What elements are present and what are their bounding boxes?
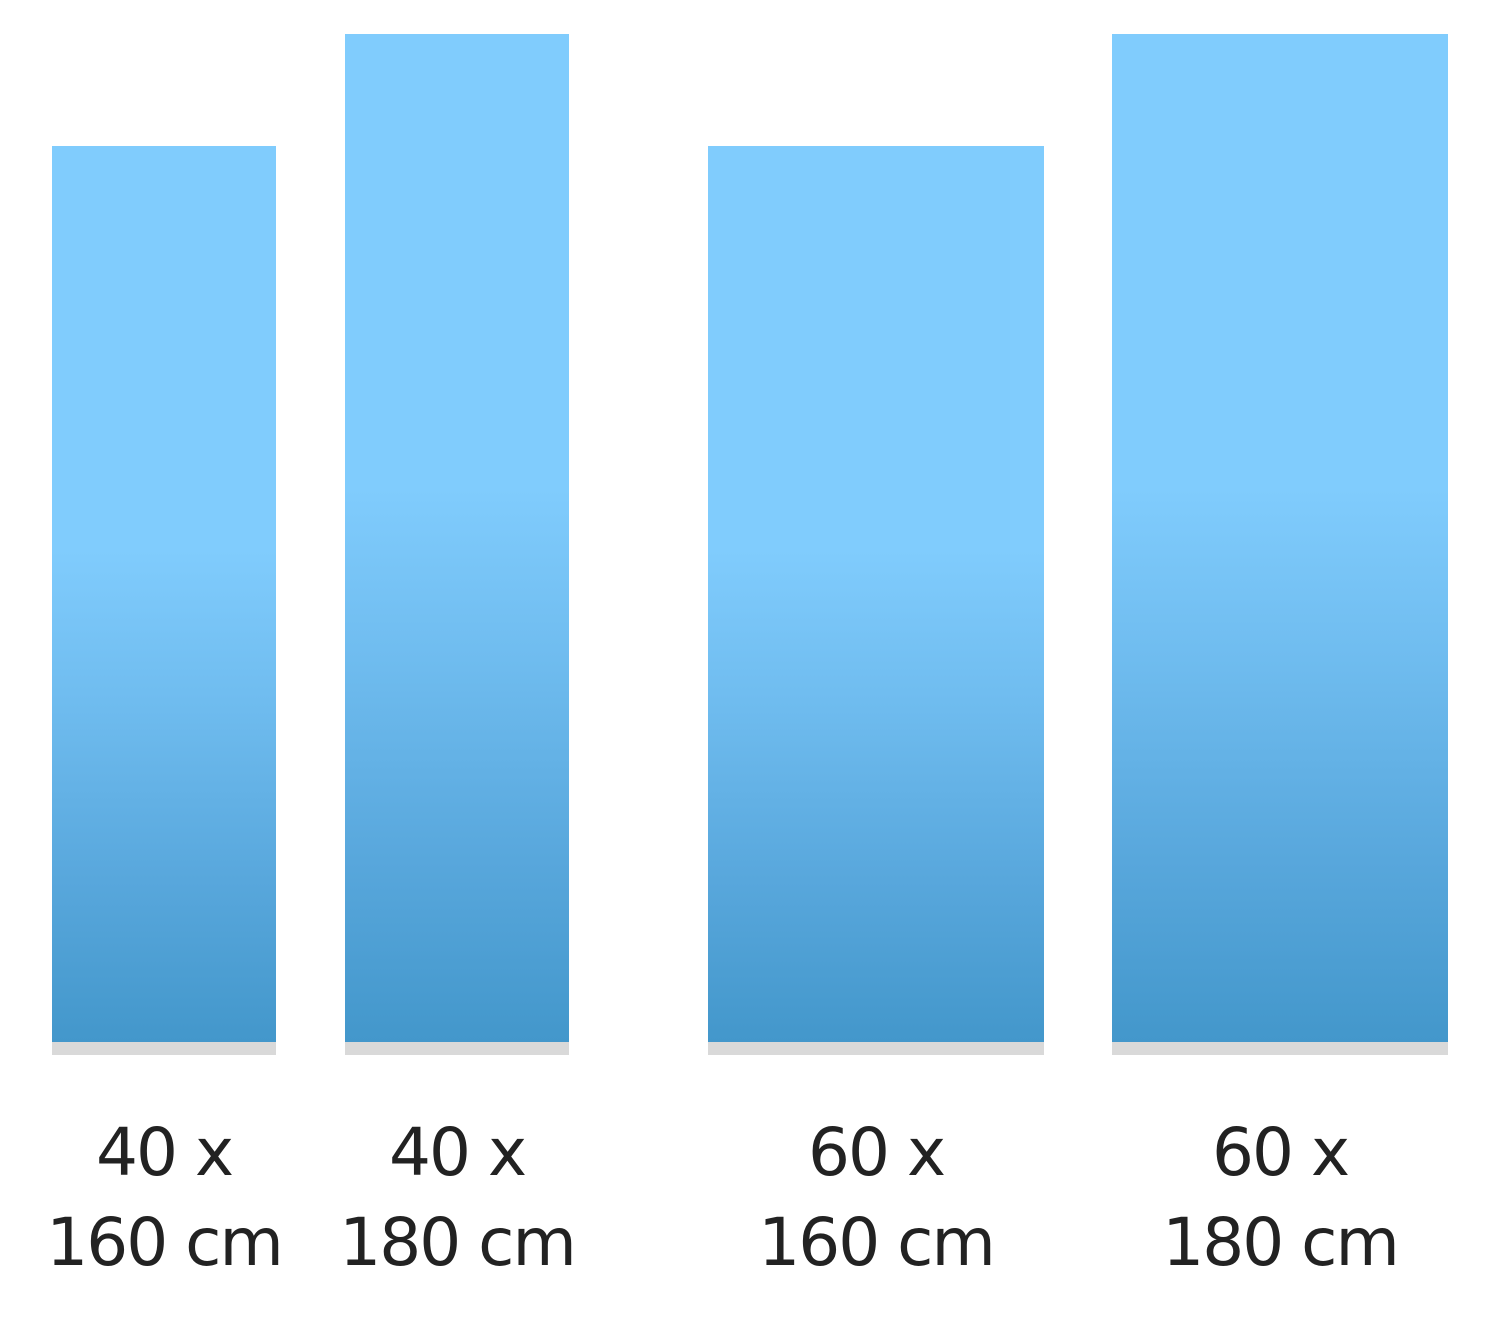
size-bar-2 xyxy=(345,34,569,1042)
size-label: 40 x 160 cm xyxy=(0,1108,334,1288)
size-label-length: 180 cm xyxy=(339,1204,577,1281)
bar-shadow xyxy=(1112,1042,1448,1055)
size-label: 40 x 180 cm xyxy=(287,1108,627,1288)
size-bar-1 xyxy=(52,146,276,1042)
size-label-width: 40 x xyxy=(95,1114,234,1191)
size-label-length: 160 cm xyxy=(46,1204,284,1281)
bar-shadow xyxy=(345,1042,569,1055)
size-label-length: 160 cm xyxy=(758,1204,996,1281)
bar-shadow xyxy=(708,1042,1044,1055)
size-label: 60 x 160 cm xyxy=(706,1108,1046,1288)
size-label-width: 60 x xyxy=(1211,1114,1350,1191)
size-bar-3 xyxy=(708,146,1044,1042)
size-label-length: 180 cm xyxy=(1162,1204,1400,1281)
size-bar-4 xyxy=(1112,34,1448,1042)
bar-shadow xyxy=(52,1042,276,1055)
size-label-width: 40 x xyxy=(388,1114,527,1191)
size-label: 60 x 180 cm xyxy=(1110,1108,1450,1288)
size-label-width: 60 x xyxy=(807,1114,946,1191)
